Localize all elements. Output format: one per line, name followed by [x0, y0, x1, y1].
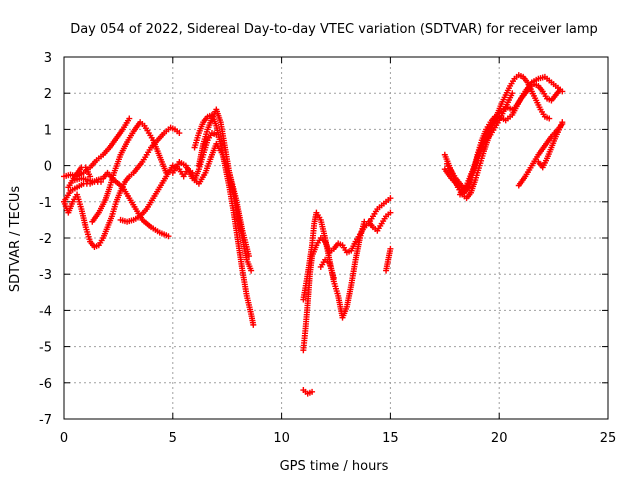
x-tick-label: 15: [382, 431, 399, 446]
data-points: [61, 72, 566, 397]
chart-title: Day 054 of 2022, Sidereal Day-to-day VTE…: [70, 22, 598, 37]
data-point: [245, 253, 252, 260]
data-point: [509, 90, 516, 97]
data-point: [163, 169, 170, 176]
data-point: [559, 88, 566, 95]
data-point: [250, 321, 257, 328]
data-point: [387, 245, 394, 252]
x-tick-label: 0: [60, 431, 68, 446]
grid: [64, 57, 608, 419]
data-point: [165, 233, 172, 240]
y-tick-label: -5: [39, 341, 52, 356]
data-point: [126, 115, 133, 122]
data-point: [546, 115, 553, 122]
data-point: [309, 388, 316, 395]
data-point: [387, 209, 394, 216]
data-point: [330, 274, 337, 281]
y-tick-label: -7: [39, 413, 52, 428]
data-point: [558, 121, 565, 128]
y-tick-label: 0: [44, 160, 52, 175]
y-axis-label: SDTVAR / TECUs: [8, 186, 23, 293]
y-tick-label: -2: [39, 232, 52, 247]
x-tick-label: 25: [600, 431, 617, 446]
y-tick-label: 1: [44, 123, 52, 138]
y-tick-label: -6: [39, 377, 52, 392]
x-tick-label: 5: [169, 431, 177, 446]
data-point: [176, 130, 183, 137]
y-tick-label: 2: [44, 87, 52, 102]
y-tick-label: 3: [44, 51, 52, 66]
data-point: [248, 267, 255, 274]
x-axis-label: GPS time / hours: [280, 459, 389, 474]
x-tick-label: 20: [491, 431, 508, 446]
data-point: [97, 178, 104, 185]
data-point: [559, 119, 566, 126]
y-tick-label: -1: [39, 196, 52, 211]
data-point: [387, 195, 394, 202]
y-tick-label: -4: [39, 304, 52, 319]
y-tick-label: -3: [39, 268, 52, 283]
x-tick-label: 10: [273, 431, 290, 446]
data-point: [87, 173, 94, 180]
data-point: [557, 124, 564, 131]
